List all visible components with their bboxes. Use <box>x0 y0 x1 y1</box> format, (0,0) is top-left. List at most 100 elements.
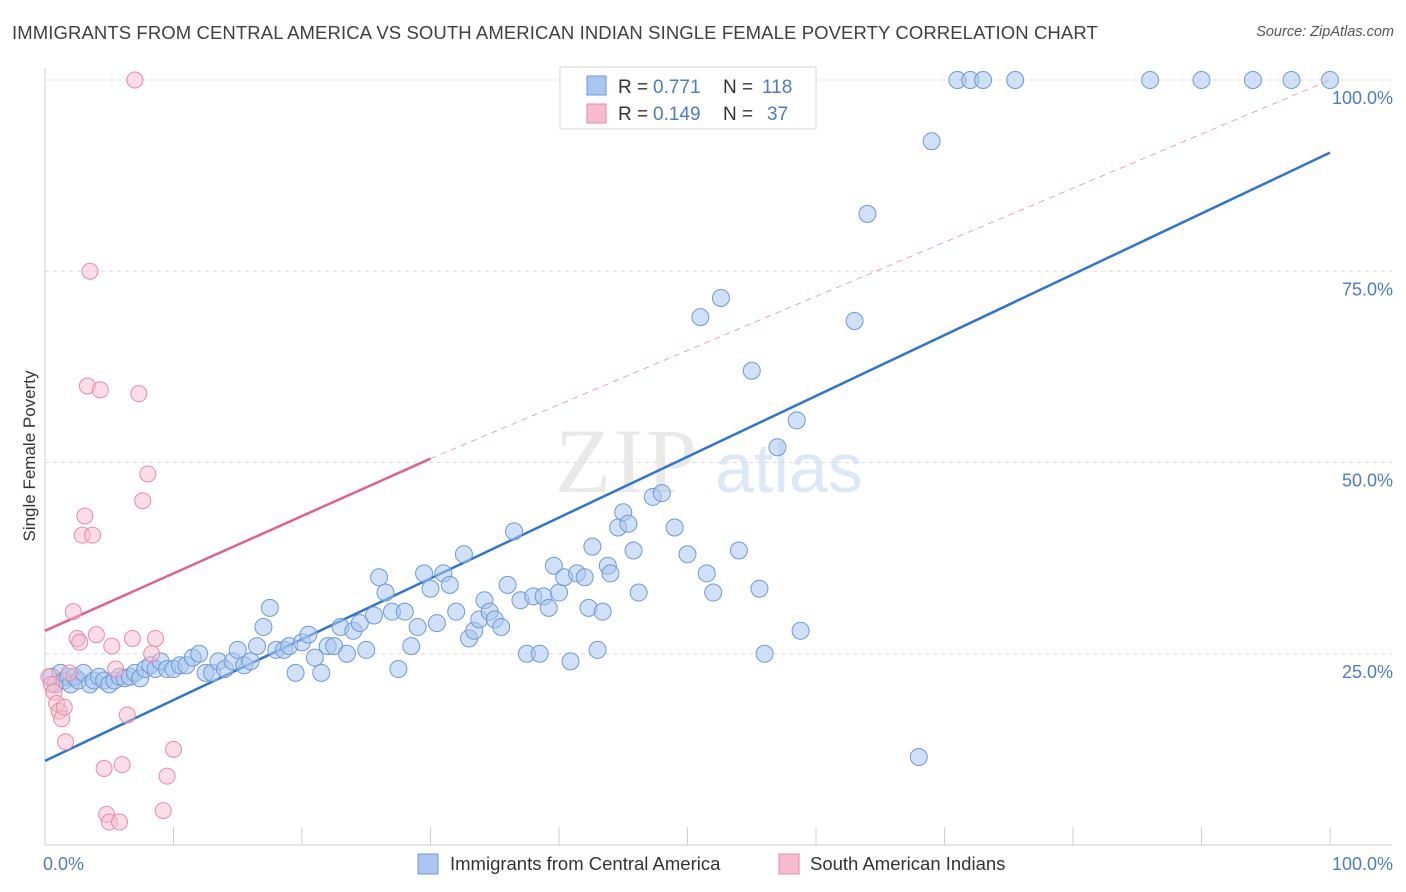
point-south-american-indians <box>87 626 105 644</box>
point-central-america <box>376 583 395 602</box>
point-central-america <box>601 564 620 583</box>
legend-r-value-1: 0.771 <box>653 77 701 98</box>
point-central-america <box>305 648 324 667</box>
point-central-america <box>550 583 568 602</box>
point-central-america <box>190 644 209 663</box>
bottom-legend-swatch-blue <box>417 853 439 875</box>
bottom-legend-label-blue: Immigrants from Central America <box>450 853 721 874</box>
point-south-american-indians <box>134 492 152 510</box>
point-central-america <box>447 602 466 621</box>
point-central-america <box>1282 71 1301 89</box>
point-central-america <box>402 637 421 656</box>
point-central-america <box>260 598 279 617</box>
point-central-america <box>248 637 267 656</box>
point-central-america <box>454 545 473 564</box>
point-south-american-indians <box>76 507 94 525</box>
chart-title: IMMIGRANTS FROM CENTRAL AMERICA VS SOUTH… <box>12 22 1098 43</box>
point-central-america <box>974 71 993 89</box>
point-central-america <box>697 564 716 583</box>
legend-n-label-2: N = <box>723 104 753 125</box>
point-central-america <box>440 575 459 594</box>
point-central-america <box>742 361 761 380</box>
point-central-america <box>665 518 684 537</box>
point-central-america <box>691 308 710 327</box>
point-central-america <box>583 537 602 556</box>
legend-r-value-2: 0.149 <box>653 104 701 125</box>
point-central-america <box>492 617 511 636</box>
point-central-america <box>755 644 774 663</box>
y-tick-label: 25.0% <box>1342 662 1393 682</box>
point-south-american-indians <box>158 767 176 785</box>
point-central-america <box>539 598 558 617</box>
legend-swatch-pink <box>586 103 607 124</box>
point-central-america <box>1243 71 1262 89</box>
point-central-america <box>575 568 594 587</box>
legend-swatch-blue <box>586 75 607 96</box>
point-central-america <box>357 640 376 659</box>
point-central-america <box>704 583 723 602</box>
point-central-america <box>787 411 806 430</box>
point-central-america <box>922 132 941 151</box>
x-tick-label: 0.0% <box>43 854 84 874</box>
point-south-american-indians <box>113 756 131 774</box>
axes: 25.0% 50.0% 75.0% 100.0% 0.0% 100.0% <box>43 68 1393 874</box>
point-central-america <box>858 204 877 223</box>
point-central-america <box>544 556 563 575</box>
point-south-american-indians <box>103 637 121 655</box>
point-central-america <box>588 640 607 659</box>
point-central-america <box>421 579 440 598</box>
y-tick-label: 50.0% <box>1342 471 1393 491</box>
point-central-america <box>364 606 383 625</box>
legend-n-label-1: N = <box>723 77 753 98</box>
point-central-america <box>619 514 638 533</box>
point-south-american-indians <box>139 465 157 483</box>
point-central-america <box>1141 71 1160 89</box>
point-central-america <box>1006 71 1025 89</box>
point-central-america <box>791 621 810 640</box>
point-central-america <box>1321 71 1339 89</box>
y-tick-label: 100.0% <box>1332 88 1393 108</box>
point-central-america <box>241 652 260 671</box>
point-south-american-indians <box>130 385 148 403</box>
legend-n-value-2: 37 <box>767 104 788 125</box>
chart-source: Source: ZipAtlas.com <box>1256 24 1394 40</box>
point-central-america <box>768 438 787 457</box>
legend-n-value-1: 118 <box>762 77 792 98</box>
point-central-america <box>254 617 273 636</box>
legend-box: R = 0.771 N = 118 R = 0.149 N = 37 <box>559 66 817 130</box>
point-central-america <box>845 311 864 330</box>
point-south-american-indians <box>165 740 182 758</box>
point-south-american-indians <box>95 760 113 777</box>
point-central-america <box>678 545 697 564</box>
point-south-american-indians <box>147 629 165 647</box>
point-central-america <box>593 602 612 621</box>
point-south-american-indians <box>111 813 129 831</box>
point-south-american-indians <box>123 629 141 647</box>
bottom-legend-label-pink: South American Indians <box>810 853 1005 874</box>
point-south-american-indians <box>154 802 172 820</box>
bottom-legend: Immigrants from Central America South Am… <box>417 853 1005 875</box>
y-tick-label: 75.0% <box>1342 279 1393 299</box>
watermark-atlas: atlas <box>715 429 863 507</box>
point-central-america <box>652 484 671 503</box>
point-south-american-indians <box>107 660 125 678</box>
point-south-american-indians <box>71 633 89 651</box>
legend-r-label-1: R = <box>618 77 648 98</box>
point-central-america <box>624 541 643 560</box>
point-south-american-indians <box>55 698 73 716</box>
x-tick-label: 100.0% <box>1332 854 1393 874</box>
point-central-america <box>228 640 247 659</box>
trend-line-extension-south-american-indians <box>430 79 1331 460</box>
watermark-zip: ZIP <box>555 410 699 512</box>
point-central-america <box>498 575 517 594</box>
point-central-america <box>1192 71 1211 89</box>
point-central-america <box>750 579 769 598</box>
y-axis-title: Single Female Poverty <box>20 370 39 542</box>
point-south-american-indians <box>91 381 109 399</box>
legend-r-label-2: R = <box>618 104 648 125</box>
point-south-american-indians <box>60 664 78 682</box>
point-central-america <box>530 644 549 663</box>
point-central-america <box>909 748 928 767</box>
point-central-america <box>711 289 730 308</box>
point-central-america <box>389 660 408 679</box>
